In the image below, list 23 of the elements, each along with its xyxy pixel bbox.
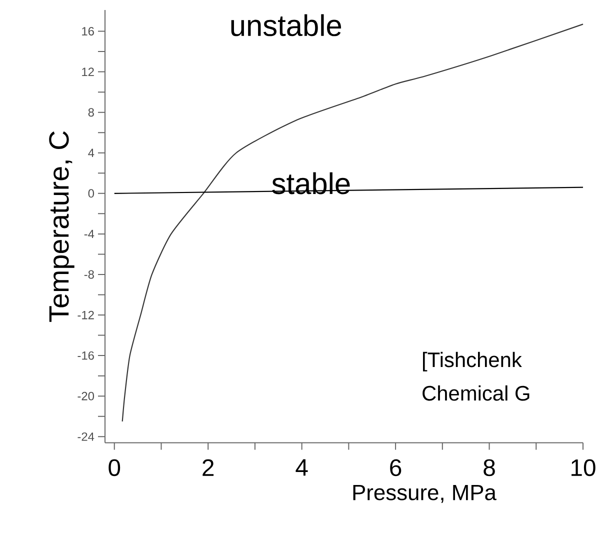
y-axis-title: Temperature, C [49,131,74,322]
x-tick-label: 6 [390,459,402,476]
y-tick-label: 12 [82,68,94,76]
annotation: [Tishchenk [423,352,522,372]
x-axis-title: Pressure, MPa [353,484,496,503]
annotation: stable [272,172,350,194]
y-tick-label: 4 [88,148,94,157]
x-tick-label: 2 [202,459,214,476]
y-tick-label: -24 [78,432,94,441]
x-tick-label: 0 [108,459,120,476]
y-tick-label: -20 [78,392,94,400]
x-tick-label: 4 [296,459,308,476]
y-tick-label: -12 [78,310,94,320]
y-tick-label: -8 [84,270,94,279]
y-tick-label: 8 [88,108,94,117]
y-tick-label: 16 [82,27,94,36]
y-tick-label: -4 [84,230,94,238]
y-tick-label: -16 [78,351,94,360]
x-tick-label: 8 [484,459,495,476]
annotation: unstable [231,14,342,36]
annotation: Chemical G [422,385,530,401]
y-tick-label: 0 [88,189,94,198]
x-tick-label: 10 [572,459,596,476]
